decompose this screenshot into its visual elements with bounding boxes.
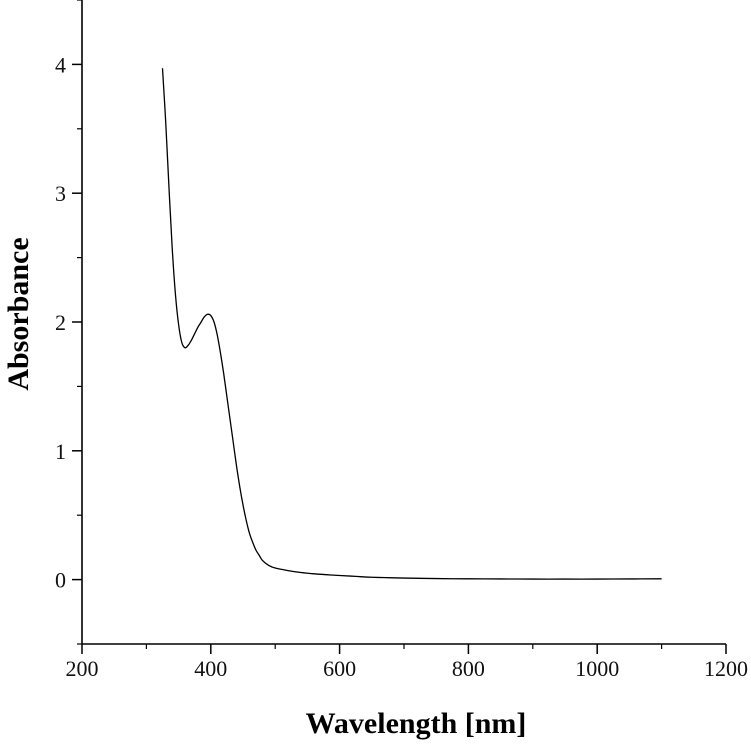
x-tick-label: 600 xyxy=(323,656,356,681)
y-axis-title: Absorbance xyxy=(2,237,35,390)
y-tick-label: 1 xyxy=(55,439,66,464)
y-tick-label: 4 xyxy=(55,52,66,77)
y-tick-label: 3 xyxy=(55,181,66,206)
x-tick-label: 400 xyxy=(194,656,227,681)
x-tick-label: 1200 xyxy=(704,656,748,681)
y-tick-label: 0 xyxy=(55,568,66,593)
x-tick-label: 1000 xyxy=(575,656,619,681)
x-tick-label: 200 xyxy=(66,656,99,681)
absorbance-series-line xyxy=(161,68,662,580)
series-layer xyxy=(161,68,662,580)
x-axis-title: Wavelength [nm] xyxy=(306,707,527,740)
y-tick-label: 2 xyxy=(55,310,66,335)
x-tick-label: 800 xyxy=(452,656,485,681)
ticks: 200 400 600 800 1000 1200 0 1 2 3 4 xyxy=(55,0,748,681)
